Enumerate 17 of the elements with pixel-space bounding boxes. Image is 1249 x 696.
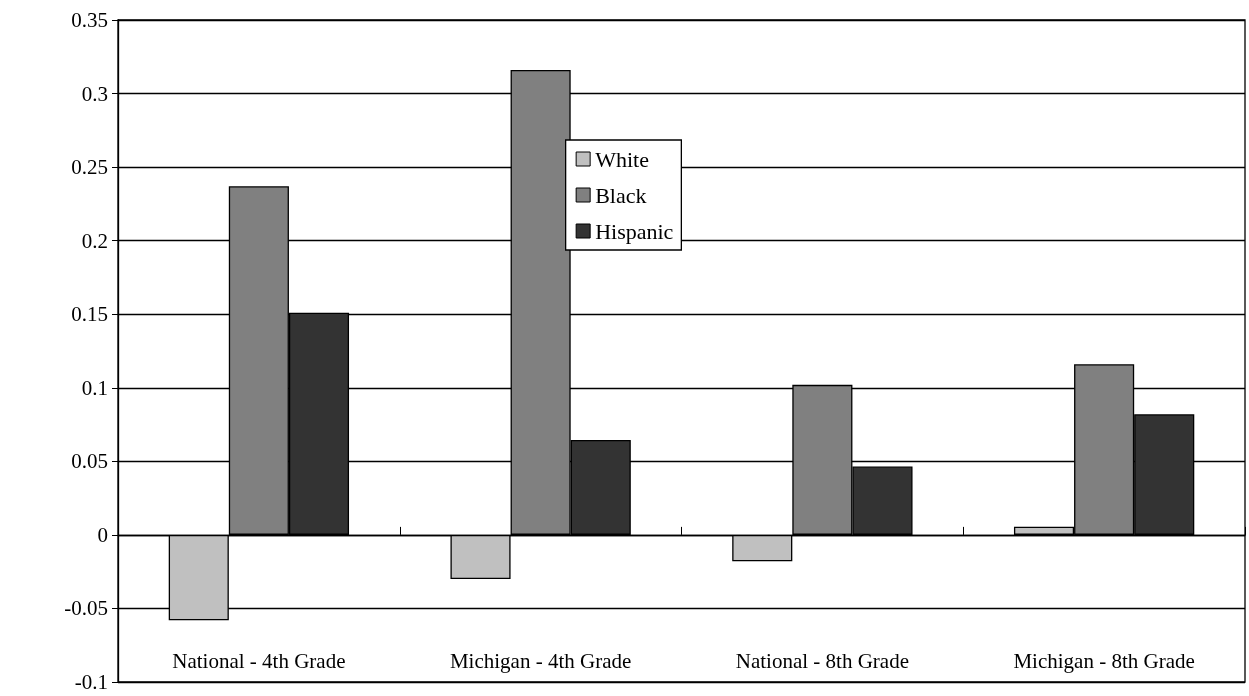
x-tick-label: National - 4th Grade xyxy=(172,648,346,673)
y-tick-label: 0.05 xyxy=(71,449,108,474)
legend-label: Black xyxy=(595,182,647,208)
y-tick-label: -0.05 xyxy=(64,596,108,621)
y-tick-label: 0 xyxy=(97,522,108,547)
x-tick-label: Michigan - 4th Grade xyxy=(449,648,632,673)
legend-label: White xyxy=(595,146,649,172)
x-tick-label: National - 8th Grade xyxy=(735,648,909,673)
y-tick-label: 0.15 xyxy=(71,302,108,327)
x-tick-label: Michigan - 8th Grade xyxy=(1013,648,1195,673)
y-tick-label: 0.25 xyxy=(71,155,108,180)
y-tick-label: 0.2 xyxy=(81,228,108,253)
y-tick-label: -0.1 xyxy=(74,670,108,694)
y-tick-label: 0.35 xyxy=(71,8,108,32)
y-tick-label: 0.3 xyxy=(81,81,108,106)
legend-label: Hispanic xyxy=(595,218,674,244)
y-tick-label: 0.1 xyxy=(81,375,108,400)
